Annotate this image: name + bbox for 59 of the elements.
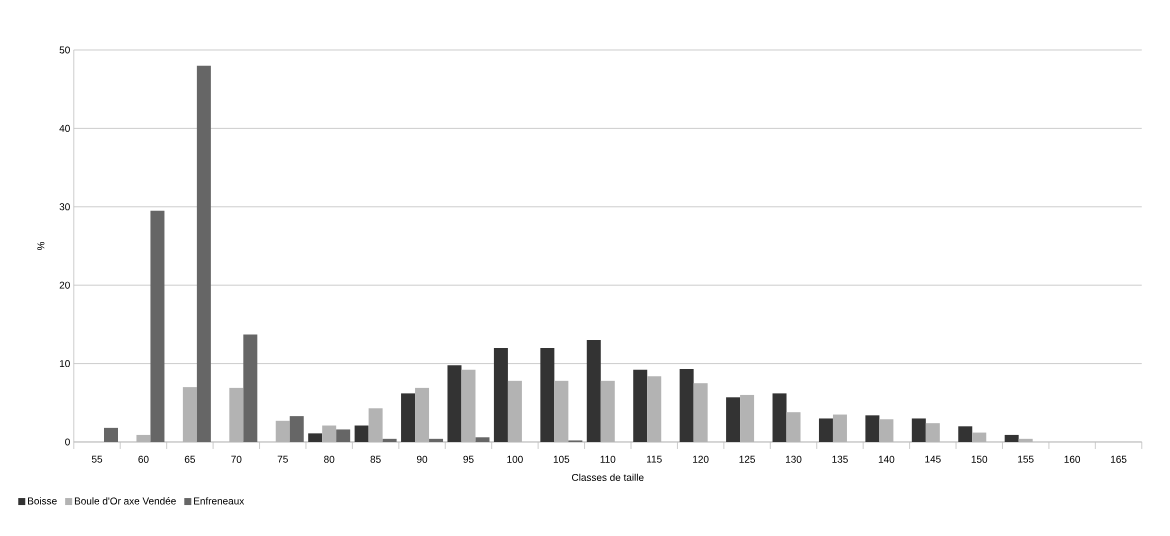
bar (958, 426, 973, 442)
bar (354, 425, 369, 442)
y-tick-label: 50 (59, 46, 70, 54)
bar (911, 418, 926, 442)
x-tick-label: 155 (1018, 455, 1034, 463)
y-tick-label: 0 (65, 438, 70, 446)
legend-label: Enfreneaux (194, 497, 245, 505)
x-tick-label: 95 (463, 455, 474, 463)
bar (401, 393, 416, 442)
bar (289, 416, 304, 442)
x-tick-label: 55 (91, 455, 103, 463)
x-tick-label: 130 (785, 455, 802, 463)
bar (150, 210, 165, 442)
bar (336, 429, 351, 442)
bar (726, 397, 741, 442)
x-tick-label: 70 (231, 455, 242, 463)
bar (475, 437, 490, 442)
x-tick-label: 135 (832, 455, 848, 463)
y-tick-label: 30 (59, 203, 70, 211)
bar (679, 369, 694, 442)
bar (104, 427, 119, 442)
x-tick-label: 120 (693, 455, 709, 463)
bar (447, 365, 462, 442)
y-axis-title: % (37, 241, 45, 251)
x-tick-label: 110 (600, 455, 616, 463)
x-tick-label: 80 (324, 455, 335, 463)
y-tick-label: 20 (59, 281, 70, 289)
x-tick-label: 150 (971, 455, 988, 463)
bar (243, 334, 258, 442)
x-tick-label: 140 (878, 455, 895, 463)
x-tick-label: 90 (416, 455, 428, 463)
bar (633, 369, 648, 442)
x-axis-title: Classes de taille (572, 473, 644, 481)
bar (865, 415, 880, 442)
bar (429, 438, 444, 442)
x-tick-label: 85 (370, 455, 381, 463)
x-tick-label: 165 (1111, 455, 1127, 463)
x-tick-label: 145 (925, 455, 941, 463)
x-tick-label: 125 (739, 455, 755, 463)
legend-label: Boisse (28, 497, 57, 505)
bar (196, 65, 211, 442)
bar (493, 347, 508, 442)
x-tick-label: 115 (647, 455, 662, 463)
x-tick-label: 75 (277, 455, 288, 463)
y-tick-label: 10 (59, 360, 70, 368)
bar (540, 347, 555, 442)
x-tick-label: 65 (184, 455, 195, 463)
x-tick-label: 105 (553, 455, 570, 463)
bar (586, 340, 601, 442)
bar (1004, 434, 1019, 442)
y-tick-label: 40 (59, 124, 70, 132)
bar (772, 393, 787, 442)
legend-label: Boule d'Or axe Vendée (74, 497, 176, 505)
bar (308, 433, 323, 442)
bar (382, 438, 397, 442)
bar (818, 418, 833, 442)
x-tick-label: 100 (507, 455, 523, 463)
x-tick-label: 60 (138, 455, 149, 463)
x-tick-label: 160 (1064, 455, 1081, 463)
